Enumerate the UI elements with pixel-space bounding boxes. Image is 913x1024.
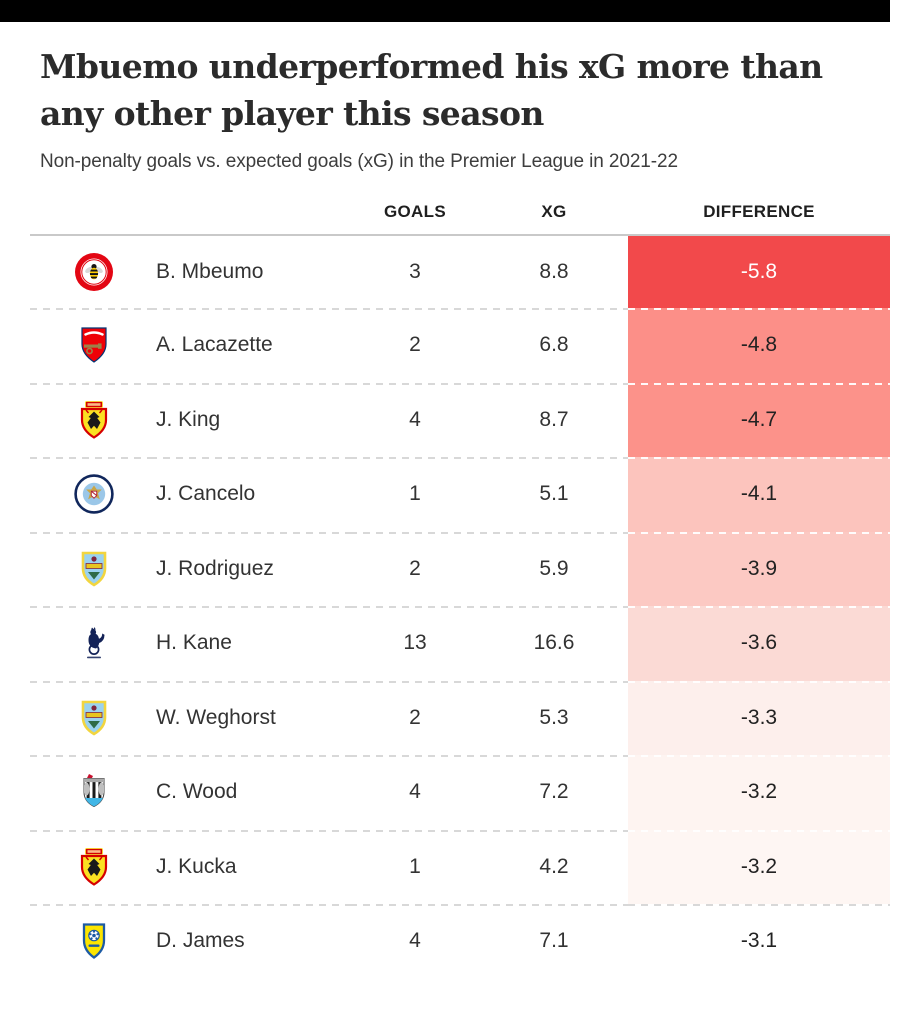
- player-name: H. Kane: [150, 606, 350, 681]
- difference-value: -3.2: [628, 755, 890, 830]
- xg-value: 6.8: [480, 308, 628, 383]
- player-name: D. James: [150, 904, 350, 979]
- player-name: C. Wood: [150, 755, 350, 830]
- table-header-row: GOALS XG DIFFERENCE: [30, 200, 890, 234]
- table-row: J. Kucka 1 4.2 -3.2: [30, 829, 890, 905]
- table-row: J. Cancelo 1 5.1 -4.1: [30, 457, 890, 532]
- watford-crest-icon: [74, 847, 114, 887]
- difference-value: -4.7: [628, 382, 890, 458]
- table-row: B. Mbeumo 3 8.8 -5.8: [30, 233, 890, 309]
- player-name: W. Weghorst: [150, 680, 350, 756]
- goals-value: 1: [350, 457, 480, 532]
- goals-value: 1: [350, 829, 480, 905]
- leeds-crest-icon: [74, 921, 114, 961]
- col-header-xg: XG: [541, 201, 567, 221]
- col-header-goals: GOALS: [384, 201, 446, 221]
- club-badge-cell: [30, 680, 150, 756]
- goals-value: 2: [350, 308, 480, 383]
- chart-title-line1: Mbuemo underperformed his xG more than: [40, 47, 823, 86]
- table-row: W. Weghorst 2 5.3 -3.3: [30, 680, 890, 756]
- xg-value: 7.2: [480, 755, 628, 830]
- table-row: J. King 4 8.7 -4.7: [30, 382, 890, 458]
- difference-value: -3.1: [628, 904, 890, 979]
- player-name: J. King: [150, 382, 350, 458]
- chart-title-line2: any other player this season: [40, 93, 544, 133]
- difference-value: -4.8: [628, 308, 890, 383]
- goals-value: 4: [350, 382, 480, 458]
- goals-value: 13: [350, 606, 480, 681]
- xg-value: 5.9: [480, 531, 628, 607]
- goals-value: 4: [350, 904, 480, 979]
- tottenham-crest-icon: [74, 623, 114, 663]
- club-badge-cell: [30, 904, 150, 979]
- player-name: B. Mbeumo: [150, 233, 350, 309]
- col-header-difference: DIFFERENCE: [703, 201, 815, 221]
- watford-crest-icon: [74, 400, 114, 440]
- table-row: A. Lacazette 2 6.8 -4.8: [30, 308, 890, 383]
- table-row: J. Rodriguez 2 5.9 -3.9: [30, 531, 890, 607]
- table-body: B. Mbeumo 3 8.8 -5.8 A. Lacazette 2 6.8 …: [30, 233, 890, 979]
- difference-value: -3.9: [628, 531, 890, 607]
- club-badge-cell: [30, 606, 150, 681]
- difference-value: -3.6: [628, 606, 890, 681]
- player-name: J. Cancelo: [150, 457, 350, 532]
- difference-value: -3.2: [628, 829, 890, 905]
- table-row: H. Kane 13 16.6 -3.6: [30, 606, 890, 681]
- goals-value: 4: [350, 755, 480, 830]
- table-row: D. James 4 7.1 -3.1: [30, 904, 890, 979]
- club-badge-cell: [30, 382, 150, 458]
- xg-value: 4.2: [480, 829, 628, 905]
- player-name: A. Lacazette: [150, 308, 350, 383]
- xg-value: 5.1: [480, 457, 628, 532]
- club-badge-cell: [30, 233, 150, 309]
- club-badge-cell: [30, 829, 150, 905]
- xg-value: 7.1: [480, 904, 628, 979]
- brentford-crest-icon: [74, 252, 114, 292]
- club-badge-cell: [30, 308, 150, 383]
- arsenal-crest-icon: [74, 325, 114, 365]
- club-badge-cell: [30, 531, 150, 607]
- difference-value: -5.8: [628, 233, 890, 309]
- difference-value: -4.1: [628, 457, 890, 532]
- burnley-crest-icon: [74, 549, 114, 589]
- chart-title: Mbuemo underperformed his xG more than a…: [40, 44, 890, 138]
- table-row: C. Wood 4 7.2 -3.2: [30, 755, 890, 830]
- xg-value: 16.6: [480, 606, 628, 681]
- difference-value: -3.3: [628, 680, 890, 756]
- goals-value: 2: [350, 680, 480, 756]
- xg-value: 5.3: [480, 680, 628, 756]
- chart-subtitle: Non-penalty goals vs. expected goals (xG…: [40, 150, 678, 172]
- player-name: J. Rodriguez: [150, 531, 350, 607]
- infographic: Mbuemo underperformed his xG more than a…: [0, 44, 890, 979]
- xg-value: 8.7: [480, 382, 628, 458]
- player-name: J. Kucka: [150, 829, 350, 905]
- top-black-bar: [0, 0, 890, 22]
- club-badge-cell: [30, 755, 150, 830]
- burnley-crest-icon: [74, 698, 114, 738]
- newcastle-crest-icon: [74, 772, 114, 812]
- goals-value: 3: [350, 233, 480, 309]
- xg-value: 8.8: [480, 233, 628, 309]
- goals-value: 2: [350, 531, 480, 607]
- man-city-crest-icon: [74, 474, 114, 514]
- club-badge-cell: [30, 457, 150, 532]
